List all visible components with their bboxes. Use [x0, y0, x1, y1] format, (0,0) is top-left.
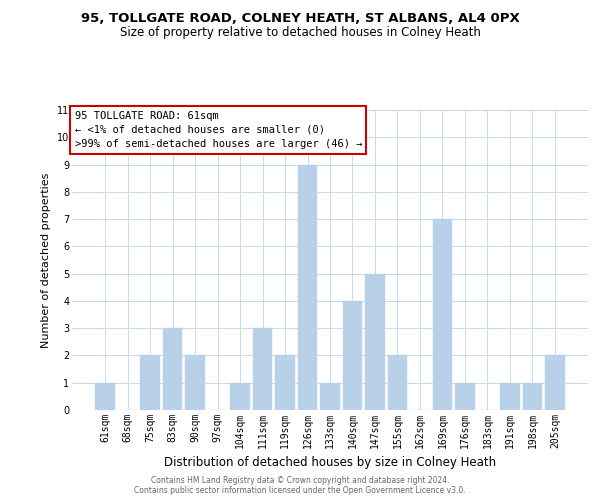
- Bar: [455, 382, 475, 410]
- X-axis label: Distribution of detached houses by size in Colney Heath: Distribution of detached houses by size …: [164, 456, 496, 469]
- Bar: [140, 356, 160, 410]
- Y-axis label: Number of detached properties: Number of detached properties: [41, 172, 52, 348]
- Bar: [95, 382, 115, 410]
- Text: Contains public sector information licensed under the Open Government Licence v3: Contains public sector information licen…: [134, 486, 466, 495]
- Bar: [523, 382, 542, 410]
- Bar: [298, 164, 317, 410]
- Text: 95 TOLLGATE ROAD: 61sqm
← <1% of detached houses are smaller (0)
>99% of semi-de: 95 TOLLGATE ROAD: 61sqm ← <1% of detache…: [74, 110, 362, 150]
- Text: Size of property relative to detached houses in Colney Heath: Size of property relative to detached ho…: [119, 26, 481, 39]
- Bar: [320, 382, 340, 410]
- Bar: [275, 356, 295, 410]
- Text: 95, TOLLGATE ROAD, COLNEY HEATH, ST ALBANS, AL4 0PX: 95, TOLLGATE ROAD, COLNEY HEATH, ST ALBA…: [80, 12, 520, 26]
- Bar: [365, 274, 385, 410]
- Bar: [500, 382, 520, 410]
- Bar: [545, 356, 565, 410]
- Bar: [163, 328, 182, 410]
- Bar: [230, 382, 250, 410]
- Bar: [253, 328, 272, 410]
- Bar: [433, 219, 452, 410]
- Bar: [388, 356, 407, 410]
- Text: Contains HM Land Registry data © Crown copyright and database right 2024.: Contains HM Land Registry data © Crown c…: [151, 476, 449, 485]
- Bar: [343, 301, 362, 410]
- Bar: [185, 356, 205, 410]
